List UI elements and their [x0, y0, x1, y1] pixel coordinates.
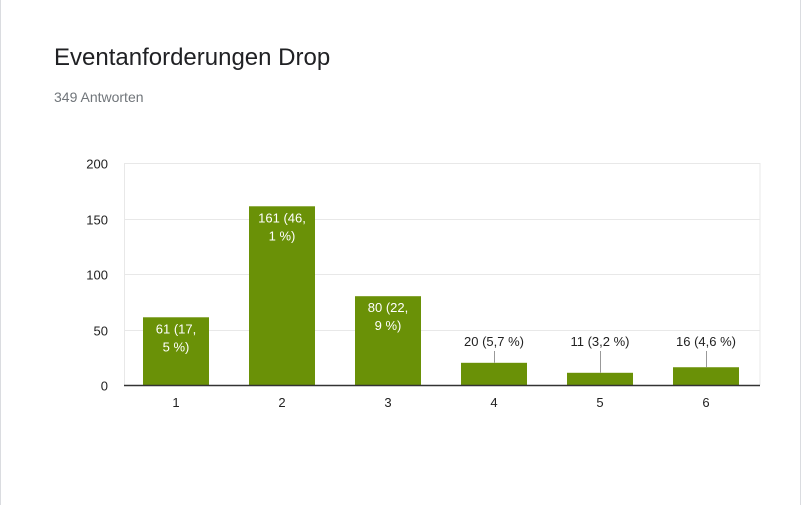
- bar: [461, 362, 527, 385]
- y-tick-label: 0: [101, 379, 108, 394]
- x-tick-label: 2: [278, 395, 285, 410]
- y-tick-label: 200: [86, 157, 108, 172]
- chart-title: Eventanforderungen Drop: [54, 44, 331, 71]
- data-label: 16 (4,6 %): [676, 334, 736, 349]
- y-tick-label: 100: [86, 268, 108, 283]
- x-tick-label: 3: [384, 395, 391, 410]
- bar: [143, 317, 209, 385]
- data-label: 161 (46,: [258, 210, 306, 225]
- data-label: 5 %): [163, 339, 190, 354]
- x-tick-label: 1: [172, 395, 179, 410]
- data-label: 11 (3,2 %): [570, 334, 629, 349]
- data-label: 80 (22,: [368, 300, 408, 315]
- bar: [249, 206, 315, 385]
- bar: [355, 296, 421, 385]
- x-tick-label: 5: [596, 395, 603, 410]
- bar: [567, 372, 633, 385]
- data-label: 1 %): [269, 228, 296, 243]
- data-label: 61 (17,: [156, 321, 196, 336]
- bar: [673, 367, 739, 385]
- y-tick-label: 50: [94, 324, 108, 339]
- x-tick-label: 6: [702, 395, 709, 410]
- data-label: 20 (5,7 %): [464, 334, 524, 349]
- y-tick-label: 150: [86, 213, 108, 228]
- data-label: 9 %): [375, 318, 402, 333]
- x-tick-label: 4: [490, 395, 497, 410]
- response-count: 349 Antworten: [54, 89, 144, 105]
